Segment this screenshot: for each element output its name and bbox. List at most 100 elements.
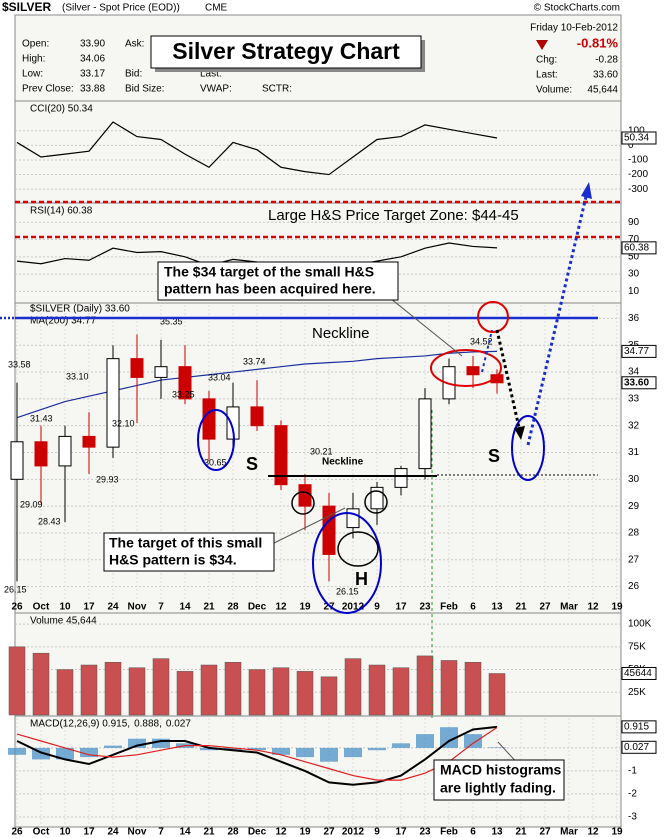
candle-body bbox=[34, 441, 48, 467]
annotation: H bbox=[355, 569, 368, 589]
value-box-label: 60.38 bbox=[624, 242, 649, 253]
x-tick-label: Dec bbox=[248, 602, 267, 613]
projection-arrow bbox=[526, 187, 590, 446]
field-label: Bid: bbox=[125, 69, 142, 80]
bar bbox=[80, 664, 98, 716]
price-label: 30.21 bbox=[310, 446, 333, 456]
pointer bbox=[379, 289, 463, 357]
x-tick-label: Feb bbox=[440, 602, 458, 613]
field-value: 33.60 bbox=[593, 70, 618, 81]
candle-body bbox=[394, 468, 408, 488]
y-tick-label: -3 bbox=[628, 812, 637, 823]
x-tick-label: 17 bbox=[83, 827, 95, 838]
line bbox=[16, 121, 498, 176]
y-tick-label: 30 bbox=[628, 269, 640, 280]
x-tick-label: 28 bbox=[227, 602, 239, 613]
value-box bbox=[621, 241, 657, 255]
annotation: Neckline bbox=[312, 325, 370, 342]
y-tick-label: 28 bbox=[628, 528, 640, 539]
x-tick-label: 26 bbox=[11, 827, 23, 838]
histogram-bar bbox=[368, 747, 386, 751]
callout-box bbox=[103, 532, 275, 572]
bar bbox=[152, 658, 170, 716]
x-tick-label: 13 bbox=[491, 602, 503, 613]
candle-body bbox=[250, 406, 264, 427]
x-tick-label: 27 bbox=[539, 602, 551, 613]
x-tick-label: 13 bbox=[491, 827, 503, 838]
bar bbox=[272, 667, 290, 716]
x-tick-label: Nov bbox=[128, 827, 147, 838]
x-tick-label: 6 bbox=[470, 602, 476, 613]
panel-title: CCI(20) 50.34 bbox=[30, 104, 93, 115]
histogram-bar bbox=[152, 738, 170, 748]
annotation: MACD histograms bbox=[440, 762, 562, 778]
y-tick-label: -1 bbox=[628, 766, 637, 777]
bar bbox=[248, 669, 266, 716]
field-label: SCTR: bbox=[262, 84, 292, 95]
x-tick-label: 21 bbox=[515, 827, 527, 838]
x-tick-label: Oct bbox=[33, 827, 50, 838]
price-label: 33.25 bbox=[172, 389, 195, 399]
x-tick-label: 19 bbox=[611, 602, 623, 613]
chart-title: Silver Strategy Chart bbox=[172, 38, 400, 64]
field-value: -0.28 bbox=[595, 55, 618, 66]
value-box bbox=[621, 720, 657, 734]
candle-body bbox=[298, 484, 312, 507]
field-value: 33.90 bbox=[80, 39, 105, 50]
y-tick-label: 33 bbox=[628, 394, 640, 405]
price-label: 33.74 bbox=[243, 356, 266, 366]
y-tick-label: -100 bbox=[628, 155, 648, 166]
bar bbox=[56, 669, 74, 716]
y-tick-label: 100 bbox=[628, 125, 645, 136]
field-label: Chg: bbox=[536, 55, 557, 66]
histogram-bar bbox=[320, 747, 338, 762]
x-tick-label: 14 bbox=[179, 602, 191, 613]
candle-body bbox=[82, 435, 96, 448]
panel-title: $SILVER (Daily) 33.60 bbox=[30, 304, 130, 315]
x-tick-label: 10 bbox=[59, 827, 71, 838]
x-tick-label: 23 bbox=[419, 827, 431, 838]
histogram-bar bbox=[32, 747, 50, 760]
candle-body bbox=[58, 435, 72, 467]
price-label: 26.15 bbox=[4, 584, 27, 594]
panel-title: 0.888, bbox=[134, 719, 162, 730]
x-tick-label: 9 bbox=[374, 602, 380, 613]
histogram-bar bbox=[248, 747, 266, 751]
candle-body bbox=[106, 358, 120, 448]
panels: 100 0 -100 -200 -300 CCI(20) 50.34 50.34 90 70 50… bbox=[4, 100, 657, 838]
field-label: Last: bbox=[200, 69, 222, 80]
field-label: Low: bbox=[22, 69, 43, 80]
x-tick-label: 12 bbox=[275, 602, 287, 613]
annotation: The target of this small bbox=[109, 535, 262, 551]
field-value: 45,644 bbox=[587, 85, 618, 96]
bar bbox=[8, 646, 26, 716]
field-label: Open: bbox=[22, 39, 49, 50]
y-tick-label: 29 bbox=[628, 501, 640, 512]
y-tick-label: 0 bbox=[628, 140, 634, 151]
x-tick-label: 23 bbox=[419, 602, 431, 613]
price-label: 33.04 bbox=[208, 372, 231, 382]
x-tick-label: Nov bbox=[128, 602, 147, 613]
x-tick-label: Mar bbox=[560, 602, 578, 613]
y-tick-label: 34 bbox=[628, 367, 640, 378]
x-tick-label: 10 bbox=[59, 602, 71, 613]
histogram-bar bbox=[272, 747, 290, 755]
small-ring bbox=[364, 490, 388, 514]
annotation: pattern has been acquired here. bbox=[164, 281, 376, 297]
y-tick-label: 50 bbox=[628, 251, 640, 262]
bar bbox=[464, 662, 482, 716]
histogram-bar bbox=[440, 727, 458, 748]
candle-body bbox=[274, 425, 288, 486]
symbol: $SILVER bbox=[2, 0, 51, 14]
panel-title: RSI(14) 60.38 bbox=[30, 206, 93, 217]
x-tick-label: 2012 bbox=[342, 827, 365, 838]
x-tick-label: 12 bbox=[587, 827, 599, 838]
y-tick-label: 32 bbox=[628, 420, 640, 431]
y-tick-label: 10 bbox=[628, 286, 640, 297]
x-tick-label: 21 bbox=[203, 602, 215, 613]
arrow-head bbox=[514, 426, 525, 440]
x-tick-label: 17 bbox=[395, 827, 407, 838]
field-value: 33.88 bbox=[80, 84, 105, 95]
x-tick-label: Dec bbox=[248, 827, 267, 838]
value-box-label: 50.34 bbox=[624, 133, 649, 144]
